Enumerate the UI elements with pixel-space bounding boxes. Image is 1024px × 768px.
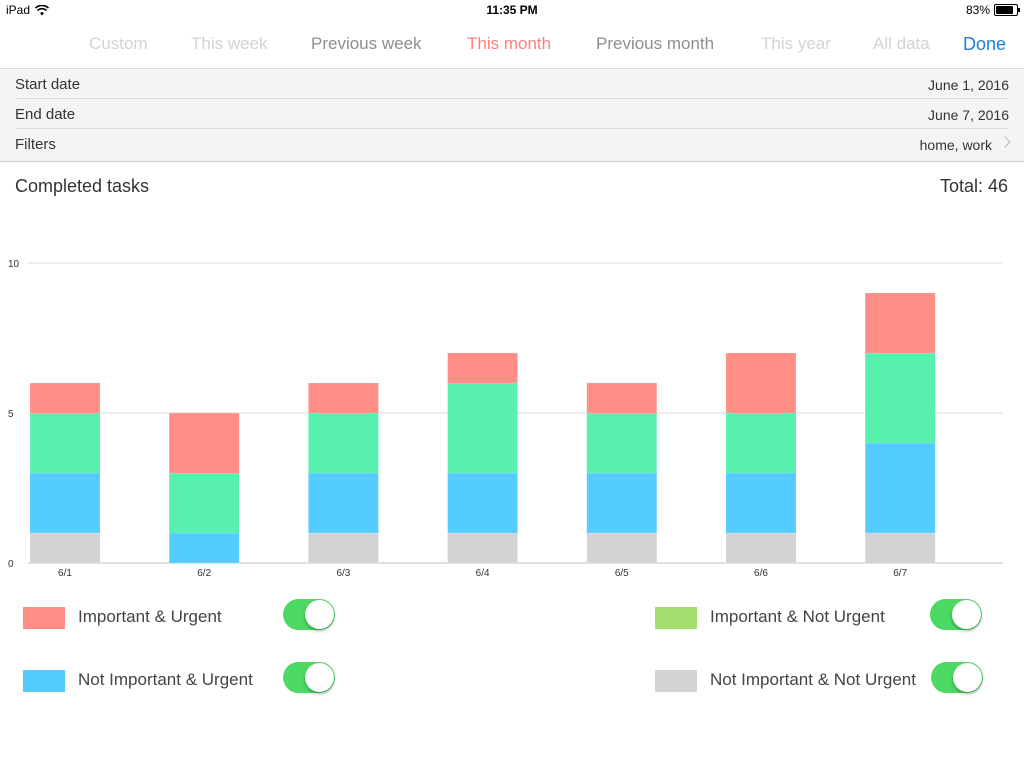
bar-segment [447, 532, 518, 564]
legend-label: Not Important & Not Urgent [710, 670, 916, 689]
battery-percent: 83% [965, 3, 990, 17]
y-tick-label: 10 [8, 259, 20, 270]
chart-title: Completed tasks [15, 176, 150, 196]
tab-previous-week[interactable]: Previous week [311, 34, 422, 53]
bar-segment [29, 412, 101, 474]
device-name: iPad [6, 3, 31, 17]
tab-this-month[interactable]: This month [467, 34, 552, 53]
bar-segment [586, 412, 658, 474]
bar-segment [447, 382, 518, 474]
legend-swatch [655, 607, 697, 629]
legend-not-important-not-urgent: Not Important & Not Urgent [655, 662, 995, 702]
bar-segment [864, 352, 936, 444]
bar-segment [29, 382, 101, 414]
clock: 11:35 PM [486, 3, 538, 17]
tab-this-year[interactable]: This year [761, 34, 831, 53]
row-divider [15, 128, 1009, 129]
end-date-label: End date [15, 106, 76, 123]
start-date-label: Start date [15, 76, 81, 93]
chevron-right-icon [999, 136, 1011, 148]
bar-segment [447, 472, 518, 534]
battery-icon [994, 4, 1020, 16]
bar-segment [864, 532, 936, 564]
bar-segment [864, 292, 936, 354]
bar-segment [725, 412, 797, 474]
start-date-row[interactable]: Start date June 1, 2016 [0, 69, 1024, 99]
legend-swatch [655, 670, 697, 692]
bar-segment [168, 472, 240, 534]
x-tick-label: 6/5 [615, 568, 629, 579]
bar-segment [725, 352, 797, 414]
filters-row[interactable]: Filters home, work [0, 129, 1024, 159]
row-divider [15, 98, 1009, 99]
toggle-knob [305, 663, 334, 692]
date-range-selector: Custom This week Previous week This mont… [0, 20, 1024, 69]
y-tick-label: 0 [8, 559, 14, 570]
bar-segment [168, 532, 240, 564]
x-tick-label: 6/2 [197, 568, 211, 579]
end-date-value: June 7, 2016 [928, 107, 1009, 123]
tab-custom[interactable]: Custom [89, 34, 148, 53]
legend-label: Not Important & Urgent [78, 670, 253, 689]
legend-label: Important & Not Urgent [710, 607, 885, 626]
bar-segment [586, 472, 658, 534]
x-tick-label: 6/6 [754, 568, 768, 579]
toggle-knob [305, 600, 334, 629]
bar-segment [864, 442, 936, 534]
toggle-knob [953, 663, 982, 692]
bar-segment [308, 412, 379, 474]
legend-not-important-urgent: Not Important & Urgent [23, 662, 343, 702]
bar-segment [447, 352, 518, 384]
end-date-row[interactable]: End date June 7, 2016 [0, 99, 1024, 129]
status-bar: iPad 11:35 PM 83% [0, 0, 1024, 20]
bar-segment [308, 472, 379, 534]
bar-segment [725, 472, 797, 534]
legend-important-urgent: Important & Urgent [23, 599, 343, 639]
toggle-important-urgent[interactable] [283, 599, 335, 630]
bar-segment [29, 472, 101, 534]
legend-swatch [23, 670, 65, 692]
done-button[interactable]: Done [962, 34, 1006, 54]
tab-this-week[interactable]: This week [191, 34, 268, 53]
bar-segment [168, 412, 240, 474]
start-date-value: June 1, 2016 [928, 77, 1009, 93]
wifi-icon [35, 4, 50, 15]
chart-total: Total: 46 [939, 176, 1008, 196]
filters-label: Filters [15, 136, 56, 153]
legend-swatch [23, 607, 65, 629]
bar-segment [725, 532, 797, 564]
filter-settings: Start date June 1, 2016 End date June 7,… [0, 69, 1024, 162]
bar-segment [308, 532, 379, 564]
tab-all-data[interactable]: All data [873, 34, 930, 53]
filters-value: home, work [919, 137, 992, 153]
bar-segment [308, 382, 379, 414]
toggle-not-important-urgent[interactable] [283, 662, 335, 693]
y-tick-label: 5 [8, 409, 14, 420]
toggle-knob [952, 600, 981, 629]
tab-previous-month[interactable]: Previous month [596, 34, 715, 53]
legend-label: Important & Urgent [78, 607, 222, 626]
toggle-not-important-not-urgent[interactable] [931, 662, 983, 693]
stacked-bar-chart: 0 5 10 6/1 6/2 6/3 6/4 6/5 6/6 6/7 [8, 259, 1003, 579]
x-tick-label: 6/3 [336, 568, 350, 579]
x-tick-label: 6/4 [476, 568, 490, 579]
toggle-important-not-urgent[interactable] [930, 599, 982, 630]
bar-segment [29, 532, 101, 564]
legend-important-not-urgent: Important & Not Urgent [655, 599, 995, 639]
x-tick-label: 6/1 [58, 568, 72, 579]
bar-segment [586, 532, 658, 564]
bar-segment [586, 382, 658, 414]
x-tick-label: 6/7 [893, 568, 907, 579]
